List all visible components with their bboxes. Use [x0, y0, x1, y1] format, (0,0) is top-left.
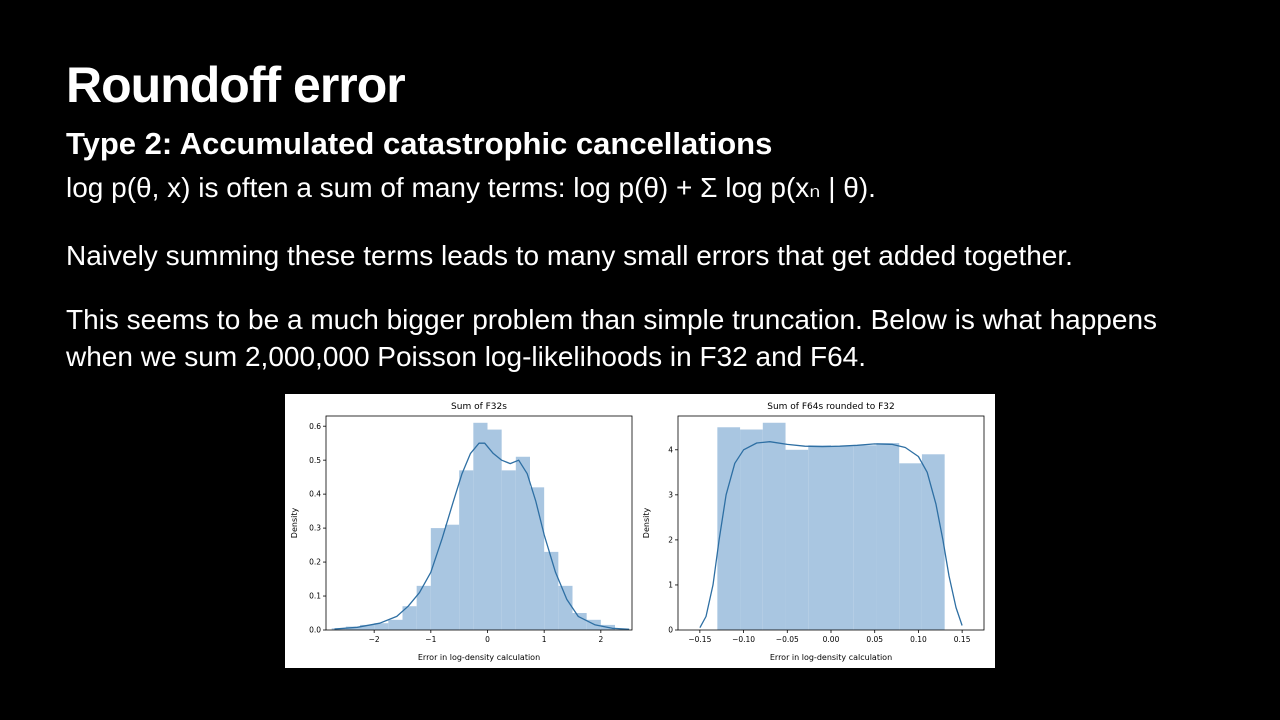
body-paragraph-comparison: This seems to be a much bigger problem t… [66, 304, 1158, 372]
svg-text:0: 0 [485, 635, 490, 644]
svg-text:0.15: 0.15 [954, 635, 971, 644]
svg-text:0.0: 0.0 [309, 626, 321, 635]
svg-text:0.3: 0.3 [309, 524, 321, 533]
svg-text:2: 2 [598, 635, 603, 644]
svg-text:2: 2 [668, 535, 673, 544]
svg-text:Error in log-density calculati: Error in log-density calculation [418, 653, 540, 662]
svg-text:4: 4 [668, 445, 673, 454]
svg-text:Sum of F32s: Sum of F32s [451, 402, 507, 412]
svg-text:0: 0 [668, 626, 673, 635]
svg-text:Sum of F64s rounded to F32: Sum of F64s rounded to F32 [767, 402, 895, 412]
svg-text:Density: Density [642, 508, 651, 539]
slide-subtitle: Type 2: Accumulated catastrophic cancell… [66, 126, 773, 161]
svg-text:−2: −2 [369, 635, 380, 644]
svg-text:Error in log-density calculati: Error in log-density calculation [770, 653, 892, 662]
svg-text:−0.15: −0.15 [688, 635, 711, 644]
body-paragraph-naive-summing: Naively summing these terms leads to man… [66, 240, 1073, 271]
histogram-sum-of-f64s-rounded: −0.15 −0.10 −0.05 0.00 0.05 0.10 0.15 0 1 2 3 4 Erro… [642, 402, 985, 662]
svg-text:0.4: 0.4 [309, 490, 321, 499]
svg-text:0.05: 0.05 [866, 635, 883, 644]
body-line-formula: log p(θ, x) is often a sum of many terms… [66, 172, 876, 203]
svg-text:0.1: 0.1 [309, 592, 321, 601]
svg-text:1: 1 [668, 581, 673, 590]
svg-text:0.2: 0.2 [309, 558, 321, 567]
slide-title: Roundoff error [66, 57, 406, 113]
svg-text:−0.05: −0.05 [776, 635, 799, 644]
svg-text:Density: Density [290, 508, 299, 539]
svg-text:0.00: 0.00 [823, 635, 840, 644]
histogram-sum-of-f32s: −2 −1 0 1 2 0.0 0.1 0.2 0.3 0.4 0.5 0.6 Error in log… [290, 402, 633, 662]
svg-text:−1: −1 [425, 635, 436, 644]
svg-text:3: 3 [668, 490, 673, 499]
svg-text:0.10: 0.10 [910, 635, 927, 644]
charts-panel: −2 −1 0 1 2 0.0 0.1 0.2 0.3 0.4 0.5 0.6 Error in log… [285, 394, 995, 668]
svg-text:0.6: 0.6 [309, 422, 321, 431]
svg-text:−0.10: −0.10 [732, 635, 755, 644]
svg-text:0.5: 0.5 [309, 456, 321, 465]
svg-text:1: 1 [542, 635, 547, 644]
